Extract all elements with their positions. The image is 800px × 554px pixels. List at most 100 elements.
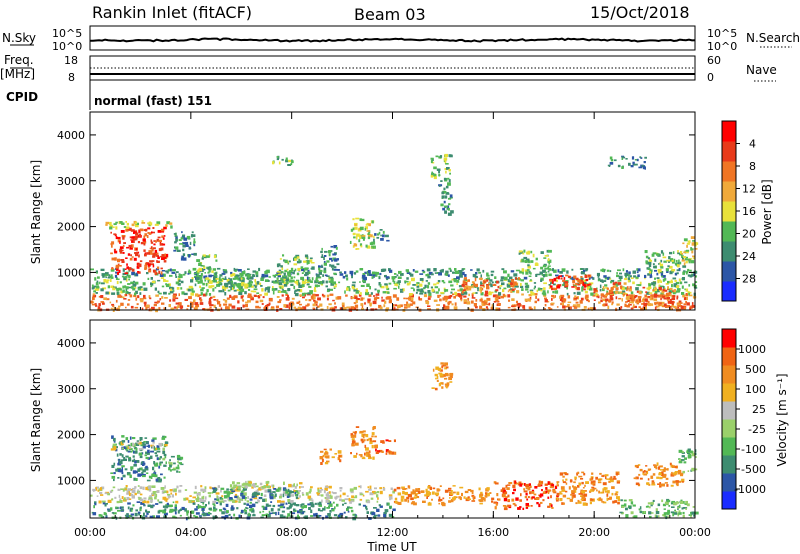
power-cell-1	[454, 291, 457, 295]
power-cell-1	[586, 287, 589, 290]
velocity-cell-13	[571, 492, 575, 495]
power-cell-0	[427, 302, 429, 305]
power-cell-4	[135, 224, 139, 228]
velocity-cell-13	[565, 490, 568, 493]
power-cell-2	[201, 268, 204, 273]
power-cell-1	[632, 281, 635, 285]
velocity-cell-13	[560, 486, 565, 490]
velocity-cell-14	[678, 512, 682, 515]
velocity-cell-8	[374, 435, 377, 438]
velocity-cell-15	[642, 470, 645, 473]
power-cell-2	[258, 267, 261, 272]
power-cell-0	[253, 294, 257, 297]
power-cell-2	[290, 276, 293, 279]
velocity-cell-10	[403, 488, 408, 490]
velocity-cell-8	[350, 452, 352, 455]
velocity-cell-5	[294, 492, 297, 495]
power-cell-1	[195, 279, 198, 282]
power-cell-0	[658, 294, 662, 298]
power-cell-11	[355, 236, 358, 240]
velocity-cell-13	[570, 479, 573, 483]
power-cell-10	[332, 253, 337, 256]
power-cell-1	[398, 281, 401, 286]
power-cell-0	[427, 297, 431, 300]
velocity-cell-0	[268, 510, 271, 514]
velocity-cell-1	[151, 485, 156, 488]
velocity-cell-14	[685, 507, 687, 510]
power-cell-11	[365, 244, 368, 248]
power-cell-0	[403, 297, 406, 300]
power-cell-1	[692, 283, 696, 287]
velocity-cell-10	[426, 490, 430, 493]
velocity-cell-14	[666, 499, 671, 503]
power-cell-2	[339, 273, 344, 276]
power-cell-1	[392, 278, 395, 283]
velocity-cell-2	[144, 467, 149, 471]
velocity-cell-1	[349, 488, 354, 492]
velocity-cell-5	[243, 489, 246, 491]
velocity-cell-15	[638, 473, 641, 476]
power-cell-0	[383, 304, 386, 308]
velocity-cell-11	[444, 383, 447, 386]
power-cell-1	[543, 282, 547, 285]
power-cell-2	[523, 276, 528, 280]
power-cell-1	[291, 284, 294, 286]
power-cell-4	[123, 226, 127, 228]
velocity-cell-14	[643, 511, 646, 514]
power-cell-0	[275, 305, 279, 309]
power-cell-1	[352, 281, 356, 284]
velocity-cell-13	[570, 493, 573, 496]
velocity-cell-1	[119, 500, 123, 503]
velocity-cell-13	[616, 480, 621, 482]
power-cell-0	[148, 295, 151, 299]
power-cell-1	[191, 290, 195, 293]
power-cell-2	[442, 268, 444, 272]
power-cell-2	[349, 270, 354, 275]
velocity-cell-0	[354, 516, 357, 518]
power-cell-1	[540, 289, 543, 292]
velocity-cell-14	[655, 515, 658, 519]
velocity-cell-1	[308, 497, 313, 501]
power-cell-19	[672, 295, 676, 298]
velocity-cell-1	[353, 486, 357, 490]
velocity-cell-0	[373, 514, 378, 517]
power-colorbar-swatch	[722, 121, 736, 142]
power-cell-8	[272, 161, 275, 165]
power-cell-1	[562, 283, 565, 287]
power-cell-1	[249, 281, 253, 284]
velocity-cell-0	[307, 503, 311, 506]
velocity-cell-1	[241, 498, 244, 501]
time-tick-label: 00:00	[679, 526, 711, 539]
power-cell-3	[124, 272, 128, 275]
power-cell-1	[359, 292, 362, 295]
power-cell-21	[686, 244, 688, 248]
power-cell-1	[588, 287, 593, 291]
power-cell-0	[364, 302, 366, 305]
power-cell-3	[127, 267, 132, 271]
power-cell-16	[543, 257, 547, 259]
power-cell-6	[208, 269, 211, 273]
power-cell-1	[369, 286, 371, 290]
velocity-cell-2	[139, 467, 142, 470]
velocity-cell-9	[375, 448, 377, 452]
power-cell-1	[264, 288, 267, 292]
power-cell-6	[202, 254, 206, 257]
power-cell-3	[148, 270, 152, 273]
power-cell-10	[323, 260, 326, 264]
power-cell-0	[686, 302, 690, 306]
freq-label: Freq.	[4, 53, 34, 67]
power-cell-0	[548, 308, 553, 311]
power-cell-9	[305, 257, 308, 259]
velocity-cell-10	[463, 496, 466, 499]
velocity-cell-1	[150, 498, 153, 501]
power-cell-1	[519, 283, 522, 287]
power-cell-2	[255, 274, 259, 278]
velocity-cell-6	[259, 482, 263, 486]
velocity-cell-0	[249, 501, 252, 504]
power-cell-2	[339, 271, 342, 274]
velocity-cell-12	[512, 492, 515, 495]
power-cell-3	[133, 237, 138, 241]
velocity-cell-10	[415, 494, 418, 496]
power-cell-3	[146, 235, 149, 238]
power-cell-1	[475, 292, 478, 294]
